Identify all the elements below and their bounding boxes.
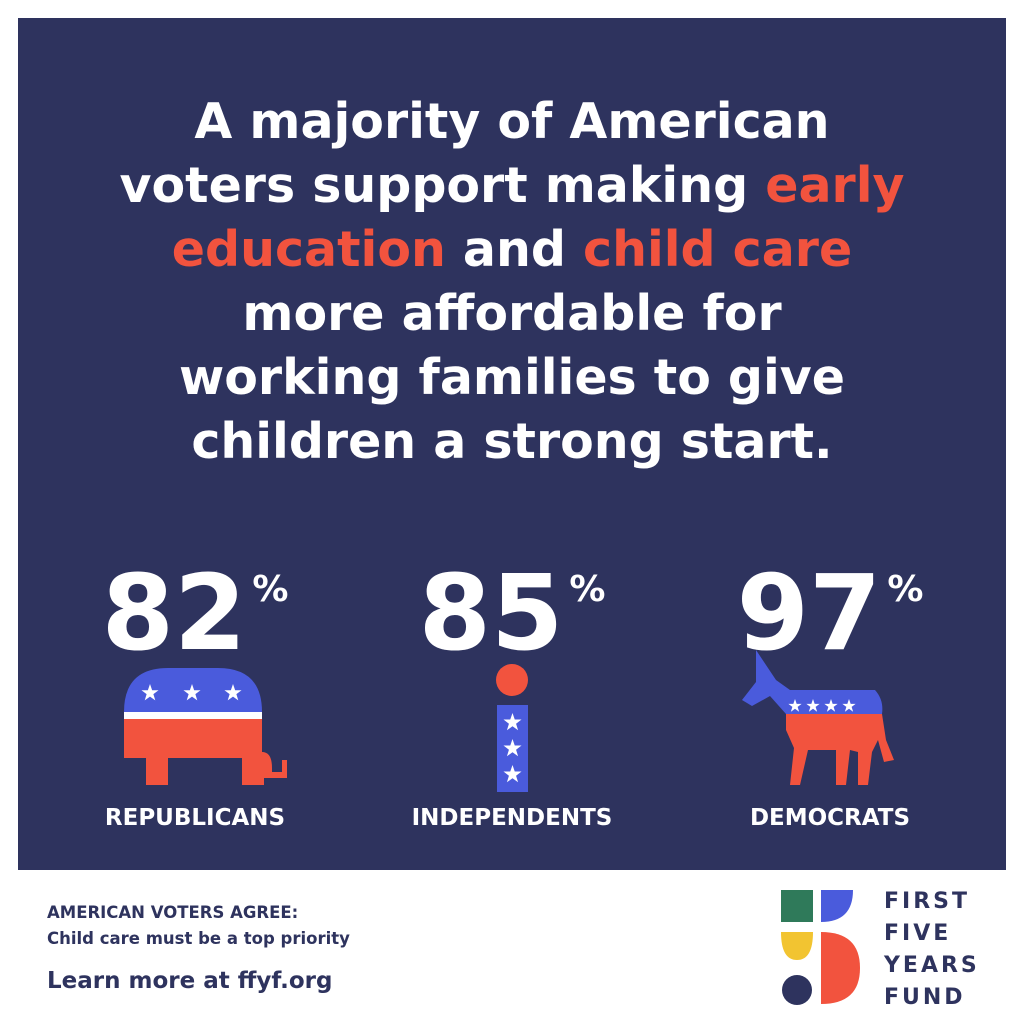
logo-line: FUND (884, 985, 966, 1010)
headline-text: A majority of American (194, 93, 830, 150)
footer-link: Learn more at ffyf.org (47, 968, 333, 994)
headline-line: education and child care (18, 218, 1006, 282)
stat-unit: % (569, 569, 606, 610)
logo-line: YEARS (884, 953, 980, 978)
footer-subheading: Child care must be a top priority (47, 929, 350, 948)
headline-line: children a strong start. (18, 410, 1006, 474)
headline-line: more affordable for (18, 282, 1006, 346)
logo-mark (781, 890, 860, 1005)
headline-accent: child care (583, 221, 853, 278)
headline-text: working families to give (179, 349, 845, 406)
headline-text: more affordable for (242, 285, 782, 342)
stat-label: INDEPENDENTS (411, 805, 613, 831)
headline-accent: education (171, 221, 446, 278)
stat-label: DEMOCRATS (749, 805, 911, 831)
stat-unit: % (887, 569, 924, 610)
headline: A majority of American voters support mak… (18, 90, 1006, 474)
stat-value: 85 (418, 552, 564, 674)
logo-text: FIRST FIVE YEARS FUND (884, 886, 980, 1014)
footer-heading: AMERICAN VOTERS AGREE: (47, 903, 299, 922)
logo-line: FIRST (884, 889, 971, 914)
stat-value: 97 (736, 552, 882, 674)
headline-text: children a strong start. (191, 413, 833, 470)
headline-line: working families to give (18, 346, 1006, 410)
stat-label: REPUBLICANS (104, 805, 286, 831)
stat-unit: % (252, 569, 289, 610)
stat-number: 82% (35, 530, 355, 673)
headline-text: voters support making (119, 157, 766, 214)
headline-accent: early (765, 157, 905, 214)
stat-value: 82 (101, 552, 247, 674)
stat-number: 97% (670, 530, 990, 673)
headline-line: voters support making early (18, 154, 1006, 218)
headline-line: A majority of American (18, 90, 1006, 154)
headline-text: and (445, 221, 584, 278)
logo-line: FIVE (884, 921, 952, 946)
stat-number: 85% (352, 530, 672, 673)
